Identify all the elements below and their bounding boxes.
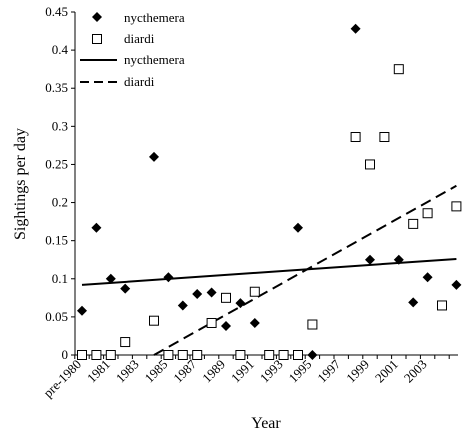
x-tick-label: pre-1980 <box>40 357 84 401</box>
legend-label: diardi <box>124 31 155 46</box>
y-ticks: 0 0.05 0.1 0.15 0.2 0.25 0.3 0.35 0.4 0.45 <box>45 4 75 362</box>
legend-diamond-marker <box>92 12 102 22</box>
y-tick-label: 0.45 <box>45 4 68 19</box>
y-axis: 0 0.05 0.1 0.15 0.2 0.25 0.3 0.35 0.4 0.45 <box>45 4 76 362</box>
y-axis-title: Sightings per day <box>12 128 29 240</box>
point-diardi <box>177 350 188 360</box>
point-diardi <box>249 286 260 297</box>
data-points <box>77 23 462 360</box>
point-nycthemera <box>422 272 433 283</box>
y-tick-label: 0 <box>62 347 69 362</box>
point-diardi <box>120 337 131 348</box>
point-diardi <box>163 350 174 360</box>
trendline-nycthemera-solid <box>81 257 457 286</box>
trendlines <box>81 184 457 356</box>
point-nycthemera <box>163 272 174 283</box>
point-nycthemera <box>350 23 361 34</box>
x-ticks: pre-1980 1981 1983 1985 1987 1989 1991 1993 1995… <box>40 355 450 401</box>
point-diardi <box>451 201 462 212</box>
x-tick-label: 1981 <box>84 357 113 386</box>
x-axis: pre-1980 1981 1983 1985 1987 1989 1991 1993 1995… <box>40 354 458 401</box>
point-diardi <box>293 350 303 360</box>
point-nycthemera <box>249 317 260 328</box>
point-nycthemera <box>408 297 419 308</box>
point-nycthemera <box>120 283 131 294</box>
y-tick-label: 0.3 <box>52 118 68 133</box>
point-nycthemera <box>206 287 217 298</box>
point-nycthemera <box>77 305 87 316</box>
point-nycthemera <box>393 254 404 265</box>
point-diardi <box>235 350 246 360</box>
point-diardi <box>206 317 217 328</box>
point-diardi <box>264 350 275 360</box>
legend-label: diardi <box>124 74 155 89</box>
x-tick-label: 2003 <box>401 357 430 386</box>
point-diardi <box>307 319 318 330</box>
point-nycthemera <box>149 151 159 162</box>
x-tick-label: 2001 <box>372 357 401 386</box>
x-tick-label: 1993 <box>257 357 286 386</box>
point-diardi <box>105 350 116 360</box>
x-tick-label: 1983 <box>113 357 142 386</box>
x-tick-label: 1991 <box>228 357 257 386</box>
point-diardi <box>278 350 289 360</box>
point-diardi <box>192 350 203 360</box>
legend-item-diardi-points: diardi <box>92 31 155 46</box>
point-nycthemera <box>105 273 116 284</box>
point-diardi <box>149 315 159 326</box>
point-diardi <box>365 159 375 170</box>
x-tick-label: 1999 <box>343 357 372 386</box>
point-diardi <box>350 132 361 143</box>
point-nycthemera <box>293 222 303 233</box>
x-tick-label: 1997 <box>314 356 343 385</box>
point-diardi <box>408 218 419 229</box>
point-nycthemera <box>307 350 318 360</box>
trendline-diardi-dashed <box>153 184 457 356</box>
legend-label: nycthemera <box>124 10 185 25</box>
point-diardi <box>422 208 433 219</box>
point-diardi <box>77 350 87 360</box>
point-diardi <box>91 350 102 360</box>
point-nycthemera <box>192 289 203 300</box>
legend-item-nycthemera-points: nycthemera <box>92 10 185 25</box>
legend-item-diardi-trend: diardi <box>80 74 155 89</box>
x-axis-title: Year <box>251 415 281 432</box>
y-tick-label: 0.35 <box>45 80 68 95</box>
point-diardi <box>393 64 404 75</box>
point-nycthemera <box>221 321 231 332</box>
y-tick-label: 0.4 <box>52 42 69 57</box>
y-tick-label: 0.05 <box>45 309 68 324</box>
point-nycthemera <box>235 298 246 309</box>
y-tick-label: 0.25 <box>45 156 68 171</box>
legend-square-marker <box>92 34 102 44</box>
point-diardi <box>379 132 390 143</box>
y-tick-label: 0.2 <box>52 195 68 210</box>
x-tick-label: 1989 <box>199 357 228 386</box>
point-nycthemera <box>451 279 462 290</box>
y-tick-label: 0.1 <box>52 271 68 286</box>
y-tick-label: 0.15 <box>45 233 68 248</box>
legend-item-nycthemera-trend: nycthemera <box>80 52 185 67</box>
point-nycthemera <box>91 222 102 233</box>
x-tick-label: 1985 <box>142 357 171 386</box>
x-tick-label: 1987 <box>170 356 199 385</box>
legend-label: nycthemera <box>124 52 185 67</box>
point-diardi <box>221 292 231 303</box>
point-nycthemera <box>177 300 188 311</box>
legend: nycthemera diardi nycthemera diardi <box>80 10 185 89</box>
x-tick-label: 1995 <box>286 357 315 386</box>
point-diardi <box>437 300 447 311</box>
point-nycthemera <box>365 254 375 265</box>
